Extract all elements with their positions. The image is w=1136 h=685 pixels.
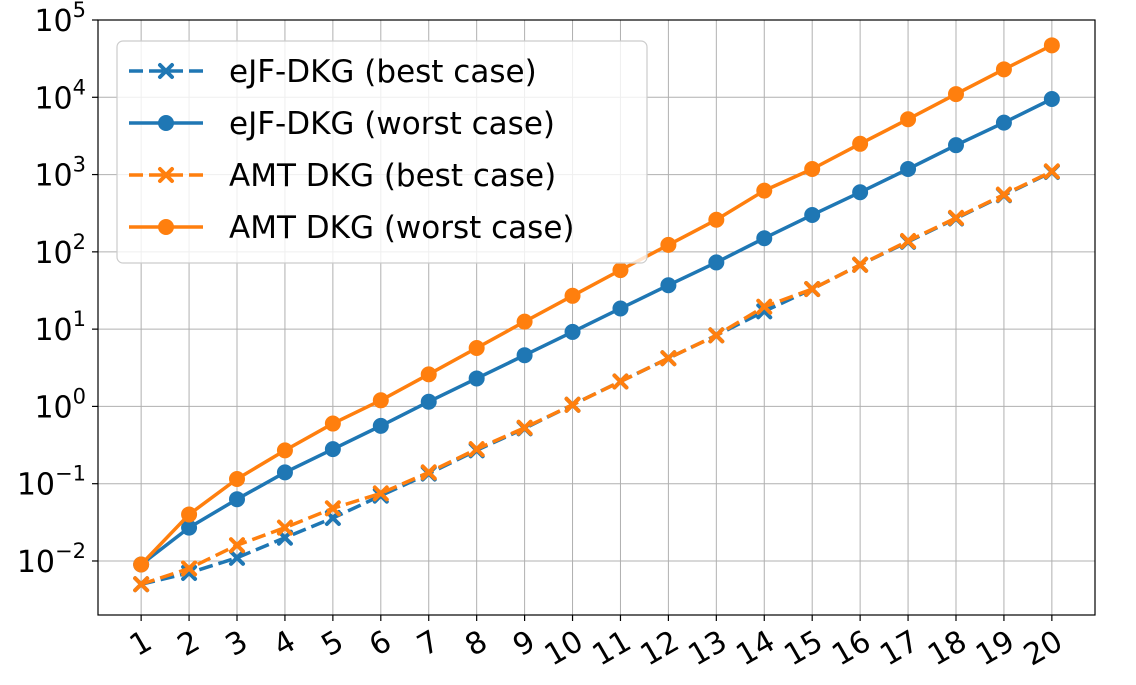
data-point-marker bbox=[420, 464, 437, 481]
data-point-marker bbox=[947, 137, 964, 154]
data-point-marker bbox=[324, 415, 341, 432]
data-point-marker bbox=[852, 184, 869, 201]
data-point-marker bbox=[900, 161, 917, 178]
data-point-marker bbox=[229, 491, 246, 508]
data-point-marker bbox=[158, 219, 174, 235]
data-point-marker bbox=[564, 396, 581, 413]
data-point-marker bbox=[900, 233, 917, 250]
data-point-marker bbox=[756, 230, 773, 247]
series-line bbox=[140, 97, 1053, 566]
data-point-marker bbox=[804, 206, 821, 223]
data-point-marker bbox=[995, 186, 1012, 203]
y-tick-label: 104 bbox=[34, 75, 86, 116]
data-point-marker bbox=[564, 323, 581, 340]
data-point-marker bbox=[660, 350, 677, 367]
data-point-marker bbox=[181, 560, 198, 577]
data-point-marker bbox=[708, 327, 725, 344]
data-point-marker bbox=[708, 211, 725, 228]
data-point-marker bbox=[612, 300, 629, 317]
legend-entry: eJF-DKG (best case) bbox=[129, 54, 537, 90]
data-point-marker bbox=[516, 419, 533, 436]
legend-label: eJF-DKG (best case) bbox=[229, 54, 537, 90]
data-point-marker bbox=[516, 313, 533, 330]
data-point-marker bbox=[947, 209, 964, 226]
legend-entry: eJF-DKG (worst case) bbox=[129, 106, 555, 142]
data-point-marker bbox=[708, 254, 725, 271]
y-tick-label: 105 bbox=[34, 0, 86, 39]
data-point-marker bbox=[158, 63, 174, 79]
legend-label: AMT DKG (worst case) bbox=[229, 210, 575, 246]
y-tick-label: 102 bbox=[34, 230, 86, 271]
data-point-marker bbox=[324, 441, 341, 458]
data-point-marker bbox=[276, 464, 293, 481]
data-point-marker bbox=[804, 281, 821, 298]
data-point-marker bbox=[468, 441, 485, 458]
data-point-marker bbox=[372, 417, 389, 434]
data-point-marker bbox=[229, 471, 246, 488]
data-point-marker bbox=[324, 500, 341, 517]
legend-entry: AMT DKG (worst case) bbox=[129, 210, 575, 246]
data-point-marker bbox=[852, 135, 869, 152]
plot-area-frame bbox=[97, 19, 1096, 616]
data-point-marker bbox=[420, 366, 437, 383]
data-point-marker bbox=[756, 182, 773, 199]
y-tick-label: 100 bbox=[34, 384, 86, 425]
data-point-marker bbox=[468, 370, 485, 387]
data-point-marker bbox=[804, 161, 821, 178]
data-point-marker bbox=[229, 549, 246, 566]
data-point-marker bbox=[181, 506, 198, 523]
data-point-marker bbox=[1043, 163, 1060, 180]
data-point-marker bbox=[947, 86, 964, 103]
data-point-marker bbox=[1043, 37, 1060, 54]
y-tick-label: 101 bbox=[34, 307, 86, 348]
data-point-marker bbox=[372, 392, 389, 409]
data-point-marker bbox=[158, 167, 174, 183]
data-point-marker bbox=[468, 339, 485, 356]
data-point-marker bbox=[564, 287, 581, 304]
data-point-marker bbox=[133, 556, 150, 573]
data-point-marker bbox=[995, 61, 1012, 78]
data-point-marker bbox=[660, 277, 677, 294]
data-point-marker bbox=[276, 442, 293, 459]
data-point-marker bbox=[852, 256, 869, 273]
y-tick-label: 10−1 bbox=[17, 462, 86, 503]
series-line bbox=[140, 169, 1053, 586]
data-point-marker bbox=[133, 576, 150, 593]
data-point-marker bbox=[612, 373, 629, 390]
legend: eJF-DKG (best case) eJF-DKG (worst case) A… bbox=[116, 40, 648, 264]
y-tick-label: 10−2 bbox=[17, 539, 86, 580]
data-point-marker bbox=[229, 537, 246, 554]
data-point-marker bbox=[995, 114, 1012, 131]
data-point-marker bbox=[660, 236, 677, 253]
data-point-marker bbox=[420, 393, 437, 410]
series-2 bbox=[133, 163, 1060, 593]
series-3 bbox=[133, 37, 1060, 573]
data-point-marker bbox=[516, 347, 533, 364]
data-point-marker bbox=[612, 262, 629, 279]
data-point-marker bbox=[372, 485, 389, 502]
legend-label: AMT DKG (best case) bbox=[229, 158, 556, 194]
legend-entry: AMT DKG (best case) bbox=[129, 158, 556, 194]
legend-label: eJF-DKG (worst case) bbox=[229, 106, 555, 142]
data-point-marker bbox=[900, 111, 917, 128]
legend-box bbox=[116, 40, 648, 264]
series-lines bbox=[133, 37, 1060, 593]
data-point-marker bbox=[756, 303, 773, 320]
data-point-marker bbox=[276, 519, 293, 536]
data-point-marker bbox=[756, 298, 773, 315]
y-tick-label: 103 bbox=[34, 153, 86, 194]
data-point-marker bbox=[158, 115, 174, 131]
series-line bbox=[139, 43, 1053, 566]
data-point-marker bbox=[1043, 91, 1060, 108]
